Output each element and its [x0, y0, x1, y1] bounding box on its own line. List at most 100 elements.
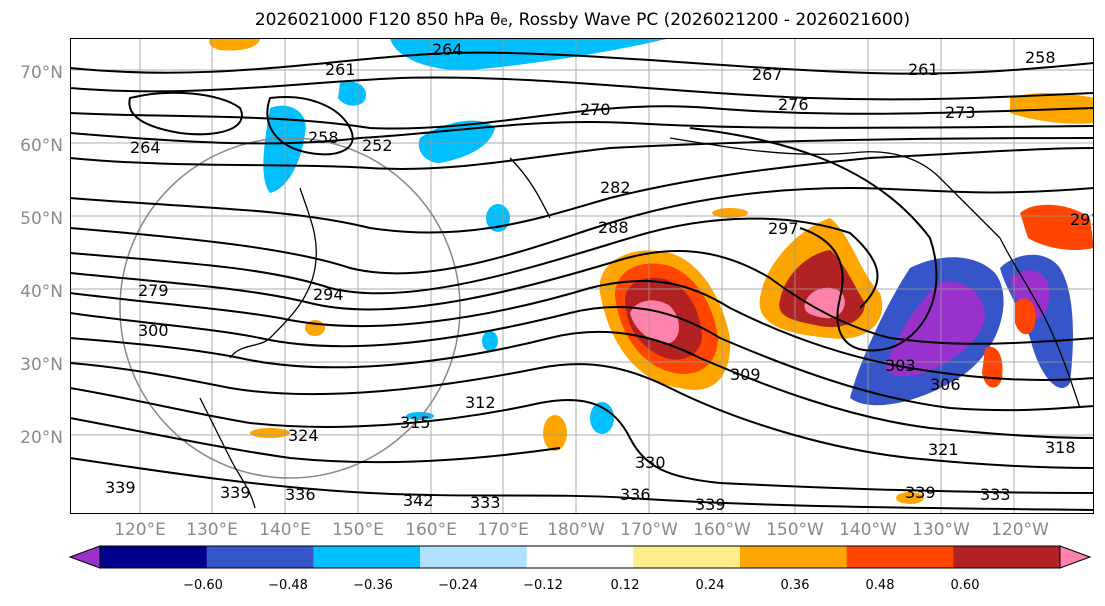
coastlines	[199, 137, 1081, 509]
contour-label-252: 252	[362, 136, 393, 155]
chart-title: 2026021000 F120 850 hPa θe, Rossby Wave …	[0, 10, 1105, 30]
colorbar-frame	[99, 545, 1061, 569]
colorbar-tick-10: 0.60	[950, 578, 980, 593]
lat-label-40n: 40°N	[20, 282, 63, 302]
contour-label-339-b: 339	[220, 483, 251, 502]
contour-label-333-b: 333	[980, 485, 1011, 504]
colorbar-tick-3: −0.36	[353, 578, 393, 593]
colorbar-tick-8: 0.36	[780, 578, 810, 593]
contour-label-297: 297	[768, 219, 799, 238]
contour-label-342: 342	[403, 491, 434, 510]
contour-label-288: 288	[598, 218, 629, 237]
colorbar-svg	[68, 545, 1092, 569]
contour-label-264-left: 264	[130, 138, 161, 157]
pos-anomaly-1-core	[630, 300, 679, 344]
pos-anomaly-7	[209, 38, 260, 51]
lon-label-180w: 180°W	[547, 520, 605, 540]
contour-label-267: 267	[752, 65, 783, 84]
contour-label-339-d: 339	[905, 483, 936, 502]
colorbar	[50, 542, 1100, 602]
pos-anomaly-small-4	[896, 492, 924, 504]
colorbar-segment	[313, 546, 421, 568]
lat-label-50n: 50°N	[20, 209, 63, 229]
lon-label-170w: 170°W	[620, 520, 678, 540]
colorbar-tick-6: 0.12	[610, 578, 640, 593]
lat-label-70n: 70°N	[20, 63, 63, 83]
contour-label-264-top: 264	[432, 40, 463, 59]
lon-label-160w: 160°W	[693, 520, 751, 540]
lon-label-120e: 120°E	[114, 520, 166, 540]
contour-label-303: 303	[885, 356, 916, 375]
lon-label-150w: 150°W	[766, 520, 824, 540]
lon-label-120w: 120°W	[991, 520, 1049, 540]
contour-label-258-right: 258	[1025, 48, 1056, 67]
lon-label-140e: 140°E	[259, 520, 311, 540]
map-svg: 264 261 267 261 258 270 276 273 264 258 …	[70, 38, 1094, 514]
colorbar-tick-4: −0.24	[438, 578, 478, 593]
lon-label-160e: 160°E	[405, 520, 457, 540]
pos-anomaly-6	[1010, 93, 1094, 124]
contour-label-336: 336	[285, 485, 316, 504]
lat-label-60n: 60°N	[20, 136, 63, 156]
pos-anomaly-2-core	[804, 287, 845, 319]
colorbar-tick-1: −0.60	[183, 578, 223, 593]
lon-label-130e: 130°E	[186, 520, 238, 540]
colorbar-segment	[100, 546, 208, 568]
contour-label-333-a: 333	[470, 493, 501, 512]
colorbar-segment	[526, 546, 634, 568]
contour-label-330: 330	[635, 453, 666, 472]
contour-label-336-b: 336	[620, 485, 651, 504]
contour-label-276: 276	[778, 95, 809, 114]
contour-label-324: 324	[288, 426, 319, 445]
theta-e-contours	[70, 51, 1094, 511]
lon-label-170e: 170°E	[477, 520, 529, 540]
colorbar-segment	[206, 546, 314, 568]
contour-label-261-right: 261	[908, 60, 939, 79]
map-panel: 264 261 267 261 258 270 276 273 264 258 …	[70, 38, 1094, 514]
lon-label-140w: 140°W	[839, 520, 897, 540]
contour-label-306: 306	[930, 375, 961, 394]
contour-label-318: 318	[1045, 438, 1076, 457]
colorbar-extend-min	[68, 545, 101, 569]
lon-label-150e: 150°E	[332, 520, 384, 540]
pos-anomaly-4	[1015, 298, 1036, 335]
contour-label-279: 279	[138, 281, 169, 300]
pos-anomaly-small-1	[543, 415, 567, 451]
neg-anomaly-1-core	[885, 282, 985, 377]
colorbar-segment	[846, 546, 954, 568]
contour-label-258: 258	[308, 128, 339, 147]
neg-anomaly-small-2	[482, 331, 498, 351]
contour-label-291: 291	[1070, 210, 1094, 229]
colorbar-segment	[953, 546, 1061, 568]
colorbar-tick-2: −0.48	[268, 578, 308, 593]
colorbar-tick-5: −0.12	[523, 578, 563, 593]
contour-label-309: 309	[730, 365, 761, 384]
neg-anomaly-5	[338, 81, 366, 106]
colorbar-segment	[740, 546, 848, 568]
title-rest: , Rossby Wave PC (2026021200 - 202602160…	[507, 10, 911, 30]
lat-label-20n: 20°N	[20, 428, 63, 448]
lon-label-130w: 130°W	[912, 520, 970, 540]
contour-label-294: 294	[313, 285, 344, 304]
colorbar-tick-9: 0.48	[865, 578, 895, 593]
neg-anomaly-small-4	[406, 412, 434, 420]
colorbar-segment	[420, 546, 528, 568]
map-frame	[70, 38, 1094, 514]
anomaly-shading	[209, 38, 1094, 504]
title-main: 2026021000 F120 850 hPa θ	[254, 10, 501, 30]
contour-label-339-c: 339	[695, 495, 726, 514]
colorbar-segment	[633, 546, 741, 568]
contour-label-270: 270	[580, 100, 611, 119]
colorbar-extend-max	[1059, 545, 1092, 569]
contour-label-321: 321	[928, 440, 959, 459]
contour-label-group: 264 261 267 261 258 270 276 273 264 258 …	[105, 40, 1094, 514]
contour-label-339-a: 339	[105, 478, 136, 497]
contour-label-312: 312	[465, 393, 496, 412]
contour-label-282: 282	[600, 178, 631, 197]
colorbar-tick-7: 0.24	[695, 578, 725, 593]
contour-label-273: 273	[945, 103, 976, 122]
contour-label-261: 261	[325, 60, 356, 79]
region-circle	[119, 137, 461, 479]
contour-label-315: 315	[400, 413, 431, 432]
pos-anomaly-small-5	[250, 428, 290, 438]
